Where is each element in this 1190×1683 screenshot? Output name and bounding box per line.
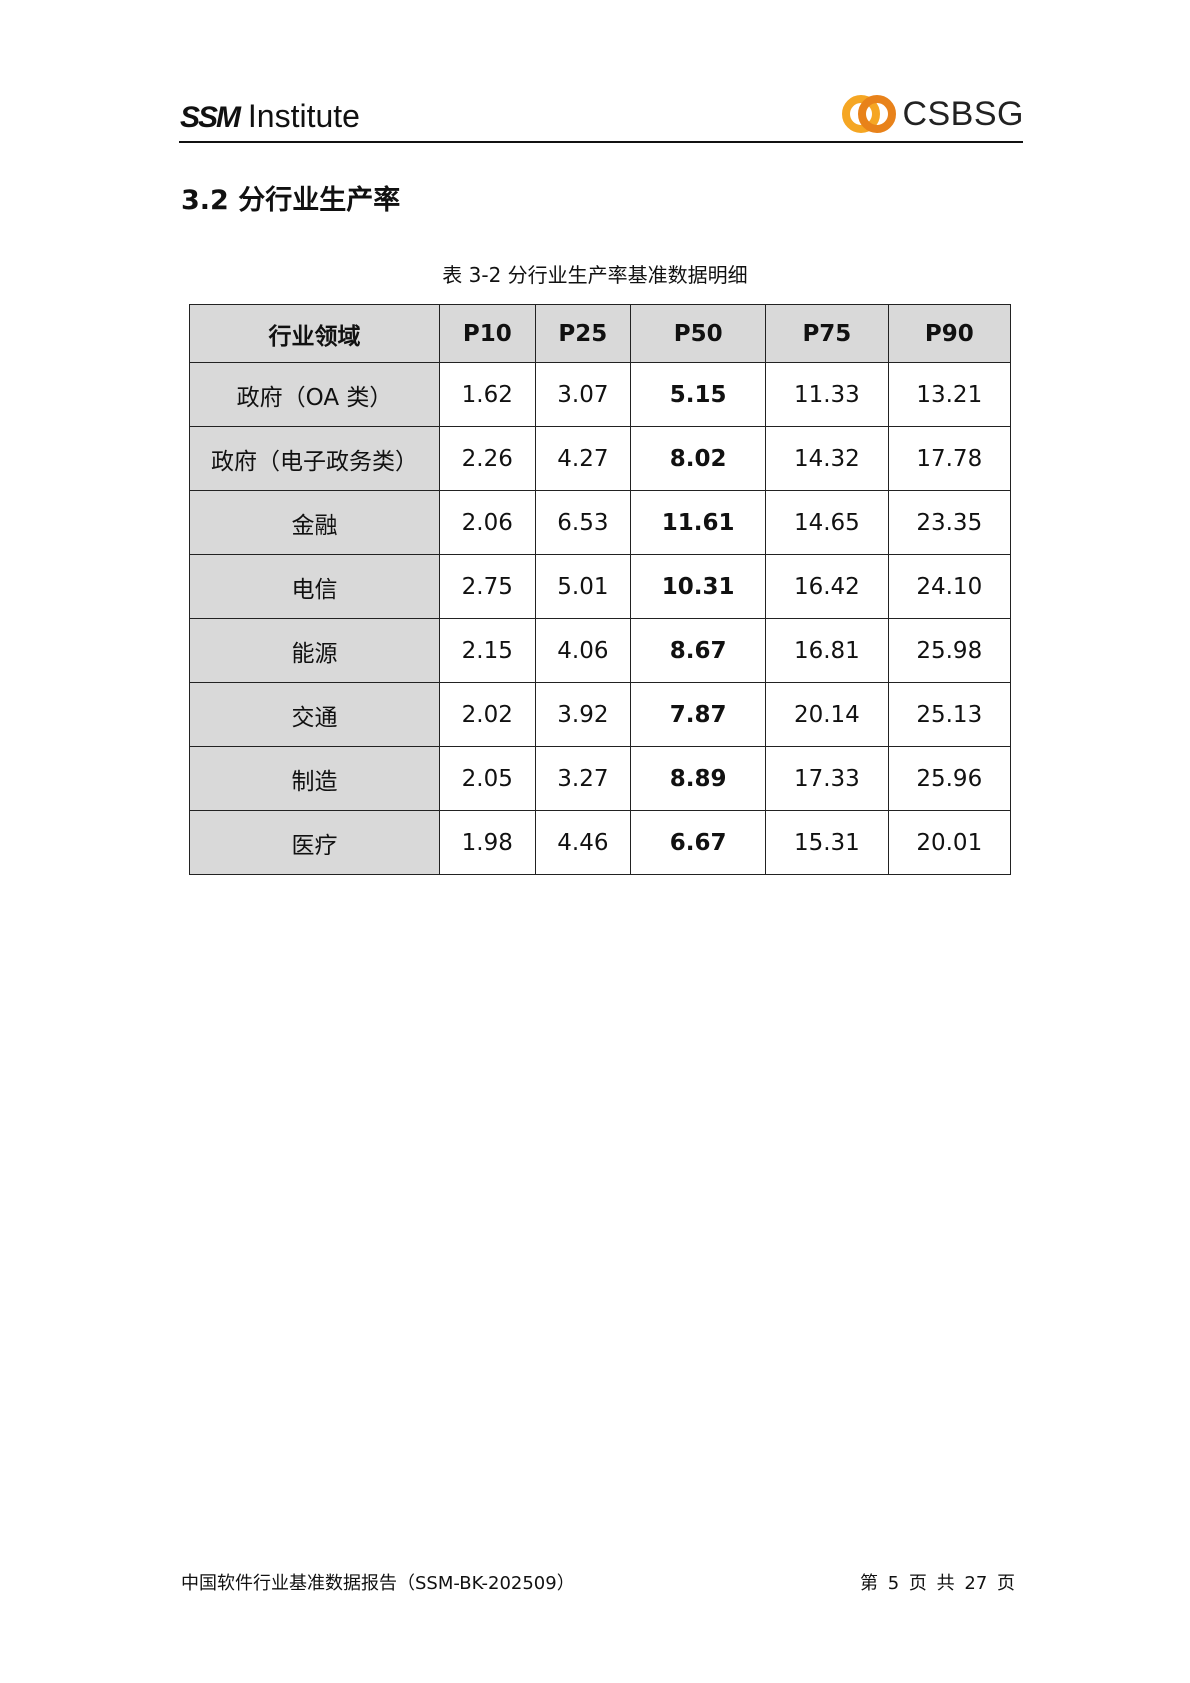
industry-cell: 制造 (189, 746, 440, 811)
footer-report-title: 中国软件行业基准数据报告（SSM-BK-202509） (181, 1573, 575, 1594)
table-row: 制造 2.05 3.27 8.89 17.33 25.96 (189, 746, 1012, 811)
table-row: 电信 2.75 5.01 10.31 16.42 24.10 (189, 554, 1012, 619)
value-cell: 3.92 (534, 682, 632, 747)
value-cell: 2.06 (439, 490, 536, 555)
column-header: P90 (887, 304, 1012, 363)
value-cell: 20.01 (887, 810, 1012, 875)
value-cell: 16.42 (765, 554, 889, 619)
value-cell: 14.65 (765, 490, 889, 555)
value-cell: 4.46 (534, 810, 632, 875)
column-header: P75 (765, 304, 889, 363)
value-cell: 13.21 (887, 362, 1012, 427)
value-cell: 17.78 (887, 426, 1012, 491)
value-cell: 3.27 (534, 746, 632, 811)
ssm-institute-logo: SSM Institute (180, 98, 360, 134)
value-cell: 1.62 (439, 362, 536, 427)
industry-cell: 电信 (189, 554, 440, 619)
industry-cell: 能源 (189, 618, 440, 683)
value-cell: 23.35 (887, 490, 1012, 555)
value-cell: 11.61 (630, 490, 767, 555)
column-header: P10 (439, 304, 536, 363)
value-cell: 4.06 (534, 618, 632, 683)
value-cell: 15.31 (765, 810, 889, 875)
column-header: P50 (630, 304, 767, 363)
table-row: 政府（OA 类） 1.62 3.07 5.15 11.33 13.21 (189, 362, 1012, 427)
industry-cell: 政府（OA 类） (189, 362, 440, 427)
productivity-table: 行业领域 P10 P25 P50 P75 P90 政府（OA 类） 1.62 3.07 5.15… (189, 304, 1012, 875)
csbsg-emblem-icon (842, 95, 897, 133)
value-cell: 6.53 (534, 490, 632, 555)
value-cell: 24.10 (887, 554, 1012, 619)
table-row: 交通 2.02 3.92 7.87 20.14 25.13 (189, 682, 1012, 747)
table-header-row: 行业领域 P10 P25 P50 P75 P90 (189, 304, 1012, 363)
table-caption: 表 3-2 分行业生产率基准数据明细 (442, 263, 748, 287)
value-cell: 6.67 (630, 810, 767, 875)
industry-cell: 医疗 (189, 810, 440, 875)
value-cell: 5.15 (630, 362, 767, 427)
table-row: 政府（电子政务类） 2.26 4.27 8.02 14.32 17.78 (189, 426, 1012, 491)
value-cell: 14.32 (765, 426, 889, 491)
value-cell: 3.07 (534, 362, 632, 427)
value-cell: 2.15 (439, 618, 536, 683)
table-row: 能源 2.15 4.06 8.67 16.81 25.98 (189, 618, 1012, 683)
value-cell: 25.13 (887, 682, 1012, 747)
value-cell: 25.98 (887, 618, 1012, 683)
value-cell: 4.27 (534, 426, 632, 491)
value-cell: 8.67 (630, 618, 767, 683)
table-row: 金融 2.06 6.53 11.61 14.65 23.35 (189, 490, 1012, 555)
value-cell: 7.87 (630, 682, 767, 747)
value-cell: 1.98 (439, 810, 536, 875)
value-cell: 2.26 (439, 426, 536, 491)
industry-cell: 交通 (189, 682, 440, 747)
value-cell: 8.02 (630, 426, 767, 491)
value-cell: 10.31 (630, 554, 767, 619)
value-cell: 2.02 (439, 682, 536, 747)
value-cell: 2.05 (439, 746, 536, 811)
footer-page-number: 第 5 页 共 27 页 (860, 1573, 1015, 1594)
value-cell: 25.96 (887, 746, 1012, 811)
column-header: 行业领域 (189, 304, 440, 363)
table-row: 医疗 1.98 4.46 6.67 15.31 20.01 (189, 810, 1012, 875)
value-cell: 17.33 (765, 746, 889, 811)
header-rule (179, 141, 1023, 143)
value-cell: 20.14 (765, 682, 889, 747)
value-cell: 8.89 (630, 746, 767, 811)
value-cell: 5.01 (534, 554, 632, 619)
industry-cell: 政府（电子政务类） (189, 426, 440, 491)
column-header: P25 (534, 304, 632, 363)
section-title: 3.2 分行业生产率 (181, 185, 401, 216)
value-cell: 2.75 (439, 554, 536, 619)
value-cell: 16.81 (765, 618, 889, 683)
value-cell: 11.33 (765, 362, 889, 427)
industry-cell: 金融 (189, 490, 440, 555)
csbsg-logo: CSBSG (842, 94, 1024, 134)
